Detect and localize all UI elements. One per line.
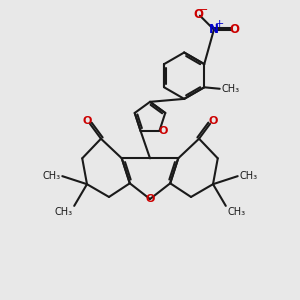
Text: O: O	[82, 116, 92, 126]
Text: O: O	[208, 116, 218, 126]
Text: CH₃: CH₃	[239, 171, 257, 181]
Text: O: O	[229, 23, 239, 36]
Text: O: O	[145, 194, 155, 204]
Text: CH₃: CH₃	[227, 207, 245, 218]
Text: CH₃: CH₃	[55, 207, 73, 218]
Text: O: O	[159, 126, 168, 136]
Text: CH₃: CH₃	[221, 84, 239, 94]
Text: −: −	[199, 5, 208, 15]
Text: +: +	[215, 19, 224, 29]
Text: N: N	[209, 23, 219, 36]
Text: CH₃: CH₃	[43, 171, 61, 181]
Text: O: O	[194, 8, 203, 21]
